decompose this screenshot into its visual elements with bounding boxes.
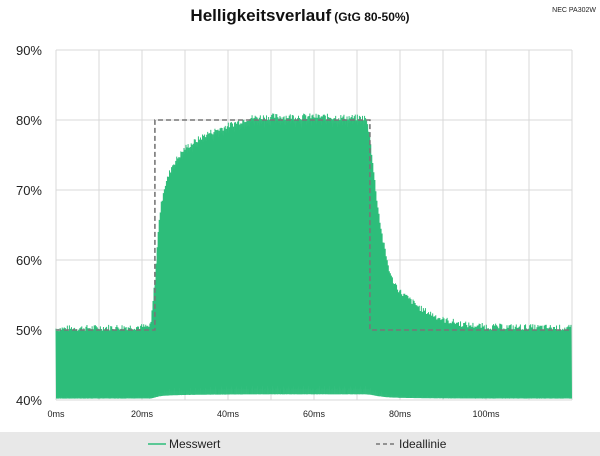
x-tick-label: 80ms [389,409,412,419]
x-axis: 0ms 20ms 40ms 60ms 80ms 100ms [47,409,500,419]
y-axis: 40% 50% 60% 70% 80% 90% [16,43,42,408]
y-tick-label: 50% [16,323,42,338]
corner-label: NEC PA302W [552,7,596,14]
chart-subtitle: (GtG 80-50%) [334,10,409,24]
chart-title-group: Helligkeitsverlauf (GtG 80-50%) [190,6,409,25]
x-tick-label: 20ms [131,409,154,419]
ideallinie-line [56,119,572,331]
y-tick-label: 80% [16,113,42,128]
x-tick-label: 0ms [47,409,65,419]
y-tick-label: 90% [16,43,42,58]
legend-label-messwert: Messwert [169,437,221,451]
y-tick-label: 40% [16,393,42,408]
legend: Messwert Ideallinie [0,432,600,456]
series-messwert [55,113,572,399]
x-tick-label: 40ms [217,409,240,419]
series-ideallinie [56,119,572,331]
chart-title: Helligkeitsverlauf [190,6,331,25]
legend-label-ideallinie: Ideallinie [399,437,447,451]
x-tick-label: 60ms [303,409,326,419]
x-tick-label: 100ms [472,409,500,419]
legend-background [0,432,600,456]
y-tick-label: 70% [16,183,42,198]
messwert-line [55,113,572,399]
y-tick-label: 60% [16,253,42,268]
